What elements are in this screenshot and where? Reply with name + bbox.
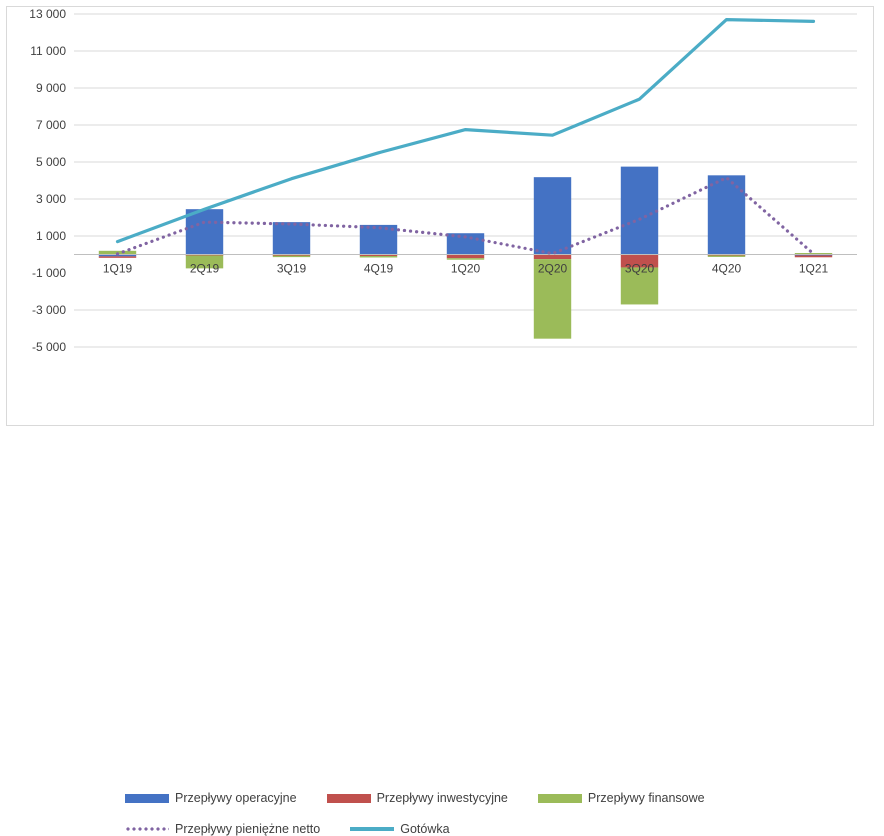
legend-row-1: Przepływy operacyjne Przepływy inwestycy… — [125, 791, 735, 805]
legend-label-inwestycyjne: Przepływy inwestycyjne — [376, 791, 508, 805]
bar-inwestycyjne-2q20 — [533, 254, 572, 260]
bar-finansowe-4q19 — [359, 255, 398, 258]
chart-plot: -5 000 -3 000 -1 000 1 000 3 000 5 000 7 000 9 … — [29, 7, 857, 354]
legend-item-gotowka: Gotówka — [350, 822, 450, 836]
x-tick-label: 4Q19 — [364, 262, 394, 276]
bar-inwestycyjne-1q20 — [446, 254, 485, 259]
bar-operacyjne-3q20 — [620, 166, 659, 255]
legend-label-netto: Przepływy pieniężne netto — [175, 822, 321, 836]
y-tick-label: 9 000 — [36, 81, 66, 95]
bar-operacyjne-1q21 — [794, 254, 833, 256]
y-tick-label: 5 000 — [36, 155, 66, 169]
bar-inwestycyjne-4q19 — [359, 254, 398, 256]
bar-inwestycyjne-1q21 — [794, 255, 833, 258]
legend-item-netto: Przepływy pieniężne netto — [125, 822, 320, 836]
y-tick-label: 1 000 — [36, 229, 66, 243]
y-tick-label: 13 000 — [29, 7, 66, 21]
legend-swatch-netto — [125, 827, 169, 831]
legend-label-operacyjne: Przepływy operacyjne — [175, 791, 297, 805]
legend-row-2: Przepływy pieniężne netto Gotówka — [125, 822, 480, 836]
x-tick-label: 2Q20 — [538, 262, 568, 276]
bar-operacyjne-2q19 — [185, 209, 224, 255]
bar-finansowe-1q20 — [446, 258, 485, 260]
x-tick-label: 1Q19 — [103, 262, 133, 276]
y-tick-label: 7 000 — [36, 118, 66, 132]
y-tick-label: -1 000 — [32, 266, 66, 280]
y-tick-label: -3 000 — [32, 303, 66, 317]
chart-frame: -5 000 -3 000 -1 000 1 000 3 000 5 000 7 000 9 … — [6, 6, 874, 836]
legend-swatch-gotowka — [350, 827, 395, 831]
bar-series — [98, 166, 833, 339]
legend-item-finansowe: Przepływy finansowe — [537, 791, 705, 805]
bar-operacyjne-4q20 — [707, 175, 746, 255]
x-axis-tick-labels: 1Q19 2Q19 3Q19 4Q19 1Q20 2Q20 3Q20 4Q20 1Q21 — [103, 262, 829, 276]
x-tick-label: 2Q19 — [190, 262, 220, 276]
line-netto — [115, 176, 816, 256]
bar-inwestycyjne-3q20 — [620, 254, 659, 268]
bar-finansowe-2q20 — [533, 259, 572, 339]
bar-operacyjne-3q19 — [272, 222, 311, 255]
bar-finansowe-4q20 — [707, 255, 746, 257]
legend-swatch-operacyjne — [125, 793, 169, 803]
x-tick-label: 1Q21 — [799, 262, 829, 276]
legend-label-finansowe: Przepływy finansowe — [587, 791, 705, 805]
bar-inwestycyjne-2q19 — [185, 254, 224, 256]
bar-finansowe-3q20 — [620, 267, 659, 305]
bar-finansowe-1q21 — [794, 253, 833, 255]
bar-finansowe-3q19 — [272, 255, 311, 258]
line-series — [115, 18, 816, 256]
x-tick-label: 3Q19 — [277, 262, 307, 276]
bar-operacyjne-1q20 — [446, 233, 485, 255]
x-tick-label: 4Q20 — [712, 262, 742, 276]
line-gotówka — [115, 18, 816, 244]
bar-finansowe-2q19 — [185, 255, 224, 269]
y-tick-label: -5 000 — [32, 340, 66, 354]
bar-inwestycyjne-1q19 — [98, 256, 137, 258]
legend-swatch-finansowe — [537, 793, 582, 803]
y-tick-label: 11 000 — [30, 44, 66, 58]
y-tick-label: 3 000 — [36, 192, 66, 206]
legend-swatch-inwestycyjne — [326, 793, 371, 803]
x-tick-label: 1Q20 — [451, 262, 481, 276]
x-tick-label: 3Q20 — [625, 262, 655, 276]
bar-inwestycyjne-4q20 — [707, 254, 746, 256]
legend-item-operacyjne: Przepływy operacyjne — [125, 791, 297, 805]
legend-label-gotowka: Gotówka — [400, 822, 450, 836]
legend-item-inwestycyjne: Przepływy inwestycyjne — [326, 791, 508, 805]
y-axis-tick-labels: -5 000 -3 000 -1 000 1 000 3 000 5 000 7 000 9 … — [29, 7, 66, 354]
bar-inwestycyjne-3q19 — [272, 254, 311, 256]
bar-operacyjne-2q20 — [533, 177, 572, 255]
